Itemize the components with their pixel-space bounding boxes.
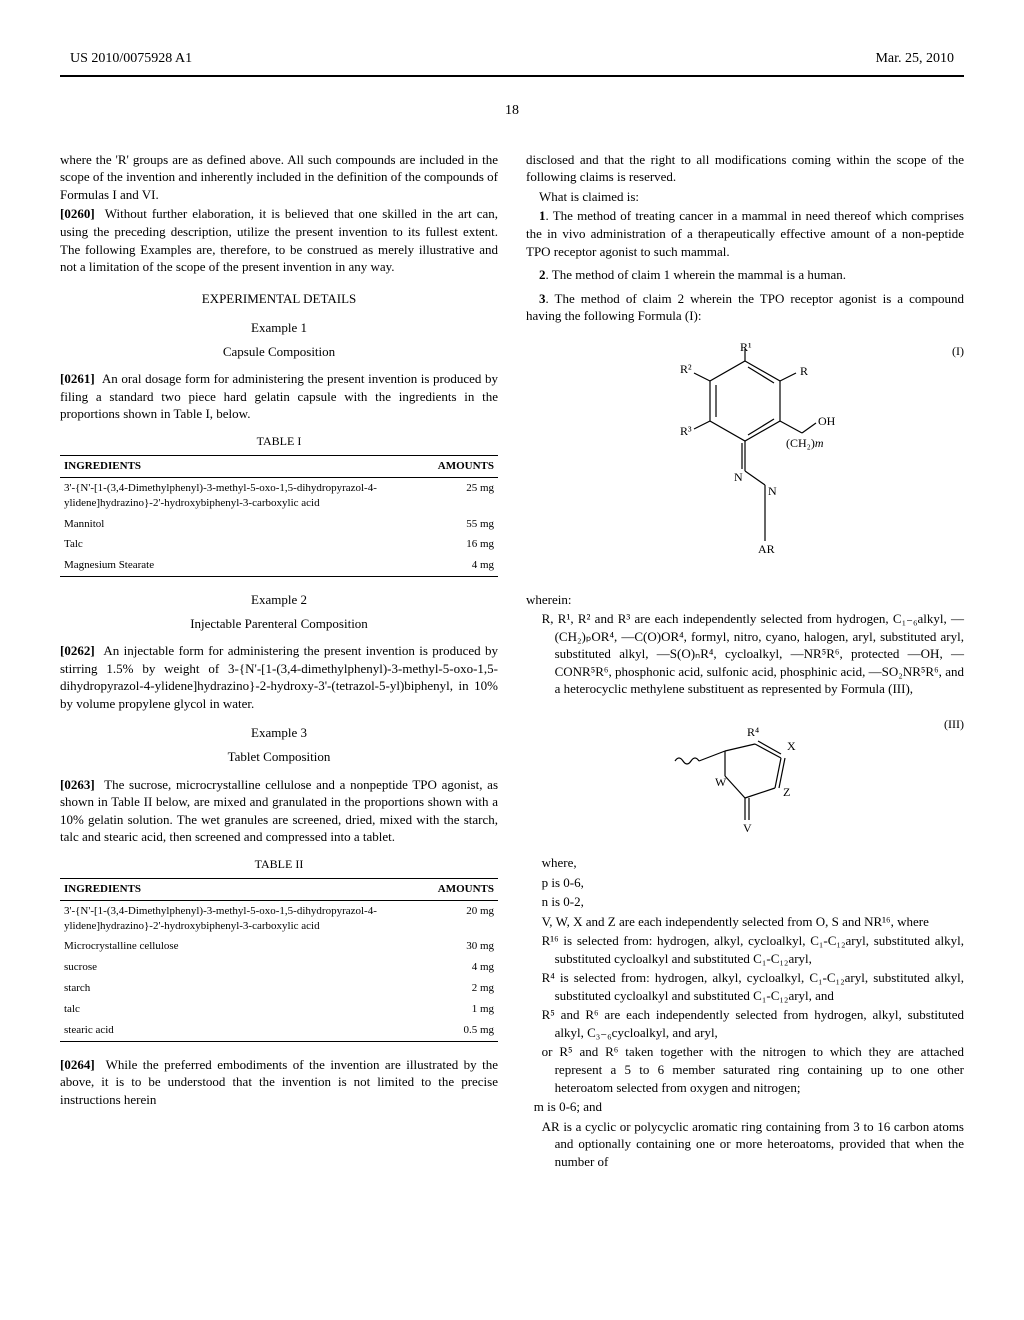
- body-text: [0261] An oral dosage form for administe…: [60, 370, 498, 423]
- table-1: INGREDIENTSAMOUNTS 3'-{N'-[1-(3,4-Dimeth…: [60, 455, 498, 577]
- table-cell: 2 mg: [434, 978, 498, 999]
- where-label: where,: [555, 854, 964, 872]
- table-caption: TABLE II: [60, 856, 498, 872]
- svg-text:R²: R²: [680, 362, 692, 376]
- table-cell: 30 mg: [434, 936, 498, 957]
- where-block: R, R¹, R² and R³ are each independently …: [542, 610, 964, 698]
- example-subtitle: Tablet Composition: [60, 748, 498, 766]
- paragraph-number: [0261]: [60, 371, 95, 386]
- body-text: [0262] An injectable form for administer…: [60, 642, 498, 712]
- table-cell: 55 mg: [434, 514, 498, 535]
- table-cell: Mannitol: [60, 514, 434, 535]
- svg-text:(CH₂)m: (CH₂)m: [786, 436, 824, 450]
- table-cell: 3'-{N'-[1-(3,4-Dimethylphenyl)-3-methyl-…: [60, 900, 434, 936]
- table-cell: 3'-{N'-[1-(3,4-Dimethylphenyl)-3-methyl-…: [60, 477, 434, 513]
- publication-number: US 2010/0075928 A1: [70, 50, 192, 69]
- definition-text: R⁵ and R⁶ are each independently selecte…: [555, 1006, 964, 1041]
- svg-text:R¹: R¹: [740, 343, 752, 354]
- example-heading: Example 2: [60, 591, 498, 609]
- right-column: disclosed and that the right to all modi…: [526, 151, 964, 1173]
- body-text: [0264] While the preferred embodiments o…: [60, 1056, 498, 1109]
- paragraph-number: [0264]: [60, 1057, 95, 1072]
- claim: 3. The method of claim 2 wherein the TPO…: [526, 290, 964, 325]
- table-cell: Talc: [60, 534, 434, 555]
- svg-text:R⁴: R⁴: [747, 725, 759, 739]
- page-header: US 2010/0075928 A1 Mar. 25, 2010: [60, 50, 964, 69]
- definition-text: n is 0-2,: [555, 893, 964, 911]
- definition-text: AR is a cyclic or polycyclic aromatic ri…: [555, 1118, 964, 1171]
- table-header: AMOUNTS: [434, 456, 498, 478]
- header-rule: [60, 75, 964, 77]
- table-cell: Magnesium Stearate: [60, 555, 434, 576]
- table-cell: sucrose: [60, 957, 434, 978]
- wherein-label: wherein:: [526, 591, 964, 609]
- two-column-layout: where the 'R' groups are as defined abov…: [60, 151, 964, 1173]
- formula-label: (III): [944, 716, 964, 732]
- definition-text: R¹⁶ is selected from: hydrogen, alkyl, c…: [555, 932, 964, 967]
- table-cell: 1 mg: [434, 999, 498, 1020]
- paragraph-number: [0260]: [60, 206, 95, 221]
- svg-text:N: N: [768, 484, 777, 498]
- table-cell: stearic acid: [60, 1020, 434, 1041]
- svg-text:AR: AR: [758, 542, 775, 556]
- definition-text: p is 0-6,: [555, 874, 964, 892]
- example-subtitle: Capsule Composition: [60, 343, 498, 361]
- where-block: where, p is 0-6, n is 0-2, V, W, X and Z…: [542, 854, 964, 1096]
- table-header: INGREDIENTS: [60, 878, 434, 900]
- svg-text:R³: R³: [680, 424, 692, 438]
- body-text: [0263] The sucrose, microcrystalline cel…: [60, 776, 498, 846]
- chemical-structure-2: (III) R⁴ X Z W V: [526, 716, 964, 836]
- left-column: where the 'R' groups are as defined abov…: [60, 151, 498, 1173]
- svg-text:V: V: [743, 821, 752, 835]
- paragraph-number: [0262]: [60, 643, 95, 658]
- table-cell: Microcrystalline cellulose: [60, 936, 434, 957]
- body-text: [0260] Without further elaboration, it i…: [60, 205, 498, 275]
- table-cell: starch: [60, 978, 434, 999]
- table-header: AMOUNTS: [434, 878, 498, 900]
- body-text: disclosed and that the right to all modi…: [526, 151, 964, 186]
- definition-text: R⁴ is selected from: hydrogen, alkyl, cy…: [555, 969, 964, 1004]
- table-cell: 0.5 mg: [434, 1020, 498, 1041]
- claim: 2. The method of claim 1 wherein the mam…: [526, 266, 964, 284]
- formula-1-svg: R¹ R² R R³ OH (CH₂)m N N AR: [640, 343, 850, 573]
- paragraph-number: [0263]: [60, 777, 95, 792]
- page-number: 18: [60, 102, 964, 121]
- svg-text:W: W: [715, 775, 727, 789]
- publication-date: Mar. 25, 2010: [875, 50, 954, 69]
- formula-3-svg: R⁴ X Z W V: [655, 716, 835, 836]
- formula-label: (I): [952, 343, 964, 359]
- svg-text:X: X: [787, 739, 796, 753]
- definition-text: m is 0-6; and: [534, 1098, 964, 1116]
- svg-text:N: N: [734, 470, 743, 484]
- table-header: INGREDIENTS: [60, 456, 434, 478]
- claim: 1. The method of treating cancer in a ma…: [526, 207, 964, 260]
- table-cell: 4 mg: [434, 555, 498, 576]
- table-cell: talc: [60, 999, 434, 1020]
- table-caption: TABLE I: [60, 433, 498, 449]
- svg-text:R: R: [800, 364, 808, 378]
- chemical-structure-1: (I) R¹ R² R R³ OH: [526, 343, 964, 573]
- definition-text: V, W, X and Z are each independently sel…: [555, 913, 964, 931]
- table-cell: 4 mg: [434, 957, 498, 978]
- svg-text:OH: OH: [818, 414, 836, 428]
- where-block: AR is a cyclic or polycyclic aromatic ri…: [542, 1118, 964, 1171]
- section-heading: EXPERIMENTAL DETAILS: [60, 290, 498, 308]
- table-2: INGREDIENTSAMOUNTS 3'-{N'-[1-(3,4-Dimeth…: [60, 878, 498, 1042]
- definition-text: R, R¹, R² and R³ are each independently …: [555, 610, 964, 698]
- body-text: where the 'R' groups are as defined abov…: [60, 151, 498, 204]
- table-cell: 20 mg: [434, 900, 498, 936]
- claims-intro: What is claimed is:: [526, 188, 964, 206]
- table-cell: 16 mg: [434, 534, 498, 555]
- table-cell: 25 mg: [434, 477, 498, 513]
- example-subtitle: Injectable Parenteral Composition: [60, 615, 498, 633]
- example-heading: Example 1: [60, 319, 498, 337]
- example-heading: Example 3: [60, 724, 498, 742]
- definition-text: or R⁵ and R⁶ taken together with the nit…: [555, 1043, 964, 1096]
- svg-text:Z: Z: [783, 785, 790, 799]
